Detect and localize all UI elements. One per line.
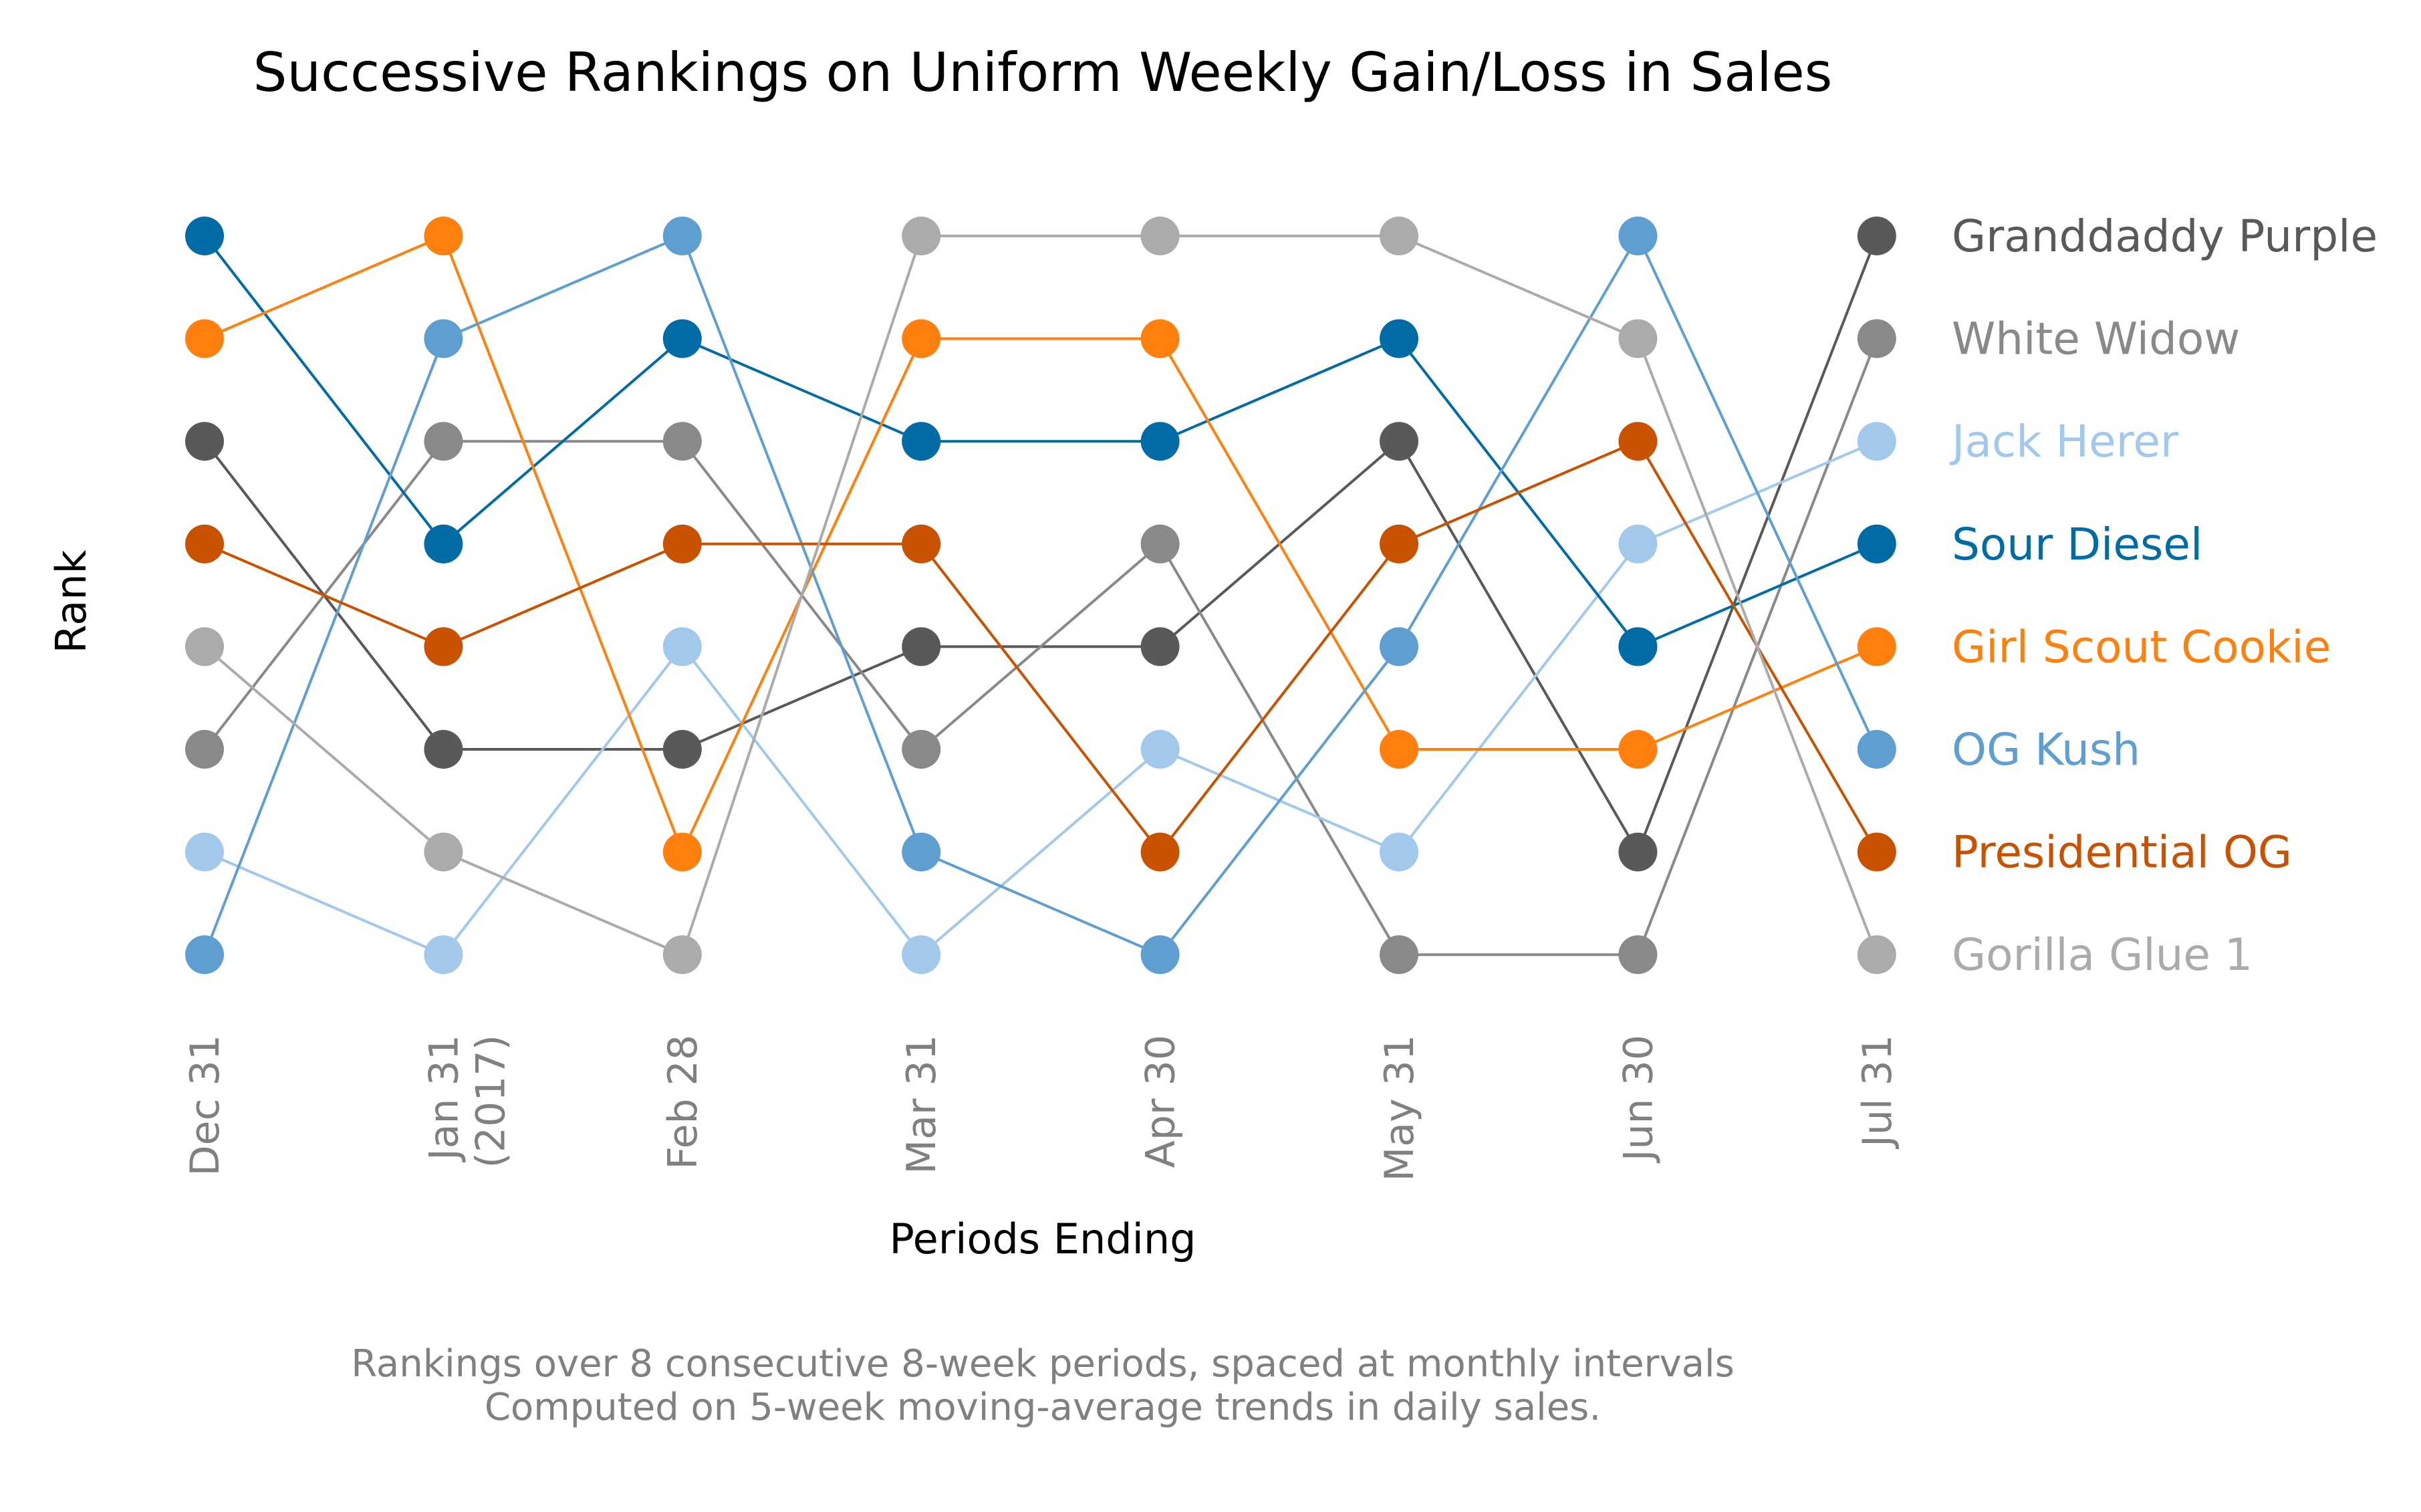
data-point-gorilla-glue-1-5 [1380,217,1418,255]
x-tick-label-5: May 31 [1376,1035,1423,1181]
data-point-granddaddy-purple-5 [1380,422,1418,461]
data-point-sour-diesel-4 [1140,422,1180,461]
data-point-presidential-og-1 [424,627,463,666]
x-tick-label-2: Feb 28 [660,1035,707,1170]
legend-label-og-kush: OG Kush [1952,724,2140,775]
data-point-presidential-og-0 [185,524,224,563]
data-point-jack-herer-6 [1618,524,1658,563]
x-tick-label-1: Jan 31 [420,1035,467,1163]
data-point-og-kush-0 [185,935,224,975]
data-point-presidential-og-2 [662,524,702,563]
series-line-white-widow [203,338,1878,957]
series-line-og-kush [203,235,1878,957]
caption-line-1: Rankings over 8 consecutive 8-week perio… [351,1342,1735,1386]
data-point-girl-scout-cookie-5 [1380,730,1418,769]
data-point-og-kush-6 [1618,217,1658,255]
data-point-gorilla-glue-1-7 [1857,935,1896,975]
data-point-sour-diesel-1 [424,524,463,563]
data-point-white-widow-1 [424,422,463,461]
series-line-gorilla-glue-1 [203,235,1878,957]
data-point-sour-diesel-2 [662,319,702,358]
data-point-granddaddy-purple-3 [902,627,941,666]
legend-label-jack-herer: Jack Herer [1949,416,2179,467]
data-point-girl-scout-cookie-6 [1618,730,1658,769]
data-point-gorilla-glue-1-2 [662,935,702,975]
data-point-granddaddy-purple-1 [424,730,463,769]
x-tick-labels: Dec 31 Jan 31 (2017) Feb 28 Mar 31 Apr 30 May … [182,1035,1901,1181]
data-point-gorilla-glue-1-6 [1618,319,1658,358]
legend-label-gorilla-glue-1: Gorilla Glue 1 [1952,929,2253,981]
x-tick-label-6: Jun 30 [1615,1035,1662,1164]
legend-label-girl-scout-cookie: Girl Scout Cookie [1952,621,2331,672]
x-tick-label-1-line2: (2017) [467,1035,514,1168]
series-line-girl-scout-cookie [204,235,1878,854]
data-point-jack-herer-1 [424,935,463,975]
data-point-sour-diesel-6 [1618,627,1658,666]
data-point-og-kush-1 [424,319,463,358]
data-point-presidential-og-4 [1140,832,1180,872]
x-tick-label-4: Apr 30 [1138,1035,1184,1168]
data-point-og-kush-2 [662,217,702,255]
x-tick-label-7: Jul 31 [1854,1035,1901,1150]
data-point-sour-diesel-0 [185,217,224,255]
data-point-gorilla-glue-1-1 [424,832,463,872]
data-point-white-widow-3 [902,730,941,769]
data-point-white-widow-2 [662,422,702,461]
data-point-girl-scout-cookie-4 [1140,319,1180,358]
data-point-sour-diesel-5 [1380,319,1418,358]
data-point-granddaddy-purple-7 [1857,217,1896,255]
data-point-jack-herer-3 [902,935,941,975]
data-point-gorilla-glue-1-0 [185,627,224,666]
data-point-og-kush-3 [902,832,941,872]
legend: Granddaddy Purple White Widow Jack Herer So… [1949,211,2378,981]
series-lines [203,235,1878,957]
series-line-presidential-og [204,440,1878,854]
data-point-sour-diesel-3 [902,422,941,461]
x-tick-label-3: Mar 31 [898,1035,945,1174]
legend-label-granddaddy-purple: Granddaddy Purple [1952,211,2378,262]
data-point-gorilla-glue-1-4 [1140,217,1180,255]
data-point-jack-herer-7 [1857,422,1896,461]
data-point-white-widow-4 [1140,524,1180,563]
data-point-white-widow-6 [1618,935,1658,975]
data-point-granddaddy-purple-2 [662,730,702,769]
data-point-presidential-og-5 [1380,524,1418,563]
data-point-presidential-og-3 [902,524,941,563]
data-point-girl-scout-cookie-3 [902,319,941,358]
data-point-jack-herer-4 [1140,730,1180,769]
data-point-white-widow-0 [185,730,224,769]
data-point-white-widow-5 [1380,935,1418,975]
series-line-sour-diesel [203,235,1878,648]
data-point-presidential-og-6 [1618,422,1658,461]
series-points [185,217,1896,975]
y-axis-label: Rank [47,549,96,653]
data-point-granddaddy-purple-6 [1618,832,1658,872]
caption-line-2: Computed on 5-week moving-average trends… [485,1386,1601,1429]
data-point-jack-herer-0 [185,832,224,872]
legend-label-white-widow: White Widow [1952,313,2240,365]
data-point-sour-diesel-7 [1857,524,1896,563]
chart-title: Successive Rankings on Uniform Weekly Ga… [253,41,1833,104]
legend-label-presidential-og: Presidential OG [1952,827,2292,878]
data-point-girl-scout-cookie-7 [1857,627,1896,666]
legend-label-sour-diesel: Sour Diesel [1952,519,2202,570]
x-axis-label: Periods Ending [889,1215,1196,1263]
data-point-og-kush-5 [1380,627,1418,666]
data-point-jack-herer-5 [1380,832,1418,872]
data-point-granddaddy-purple-4 [1140,627,1180,666]
data-point-gorilla-glue-1-3 [902,217,941,255]
data-point-og-kush-4 [1140,935,1180,975]
data-point-granddaddy-purple-0 [185,422,224,461]
data-point-jack-herer-2 [662,627,702,666]
data-point-og-kush-7 [1857,730,1896,769]
x-tick-label-0: Dec 31 [182,1035,229,1176]
data-point-presidential-og-7 [1857,832,1896,872]
data-point-girl-scout-cookie-0 [185,319,224,358]
data-point-girl-scout-cookie-1 [424,217,463,255]
data-point-white-widow-7 [1857,319,1896,358]
data-point-girl-scout-cookie-2 [662,832,702,872]
